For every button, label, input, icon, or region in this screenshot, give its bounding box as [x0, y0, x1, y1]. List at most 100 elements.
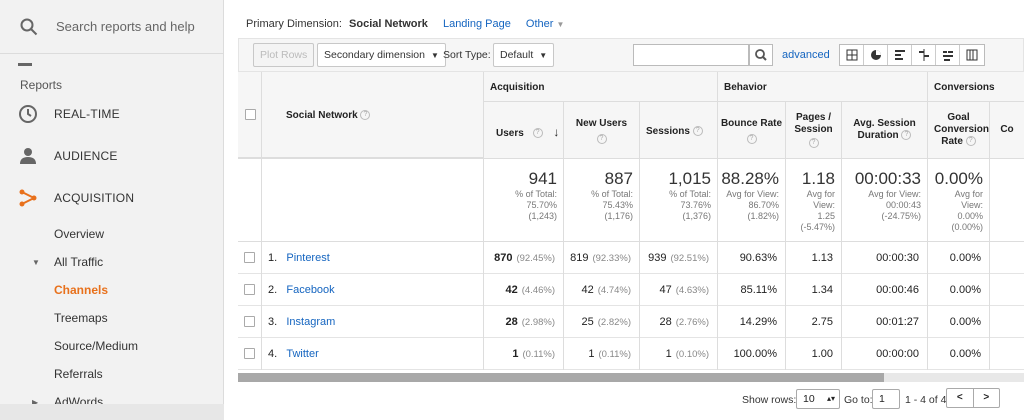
col-users[interactable]: Users ? ↓ [484, 102, 564, 158]
total-pages-value: 1.18 [801, 169, 835, 188]
comparison-view-icon[interactable] [912, 45, 936, 65]
help-icon[interactable]: ? [965, 136, 976, 147]
sub-channels[interactable]: Channels [54, 283, 109, 297]
sub-overview[interactable]: Overview [54, 227, 105, 241]
totals-row: 941% of Total: 75.70% (1,243) 887% of Tota… [238, 158, 1024, 243]
nav-acquisition[interactable]: ACQUISITION [0, 178, 224, 218]
row-pages: 1.00 [786, 338, 842, 370]
table-row: 4. Twitter 1 (0.11%) 1 (0.11%) 1 (0.10%) 10… [238, 338, 1024, 370]
term-cloud-view-icon[interactable] [936, 45, 960, 65]
advanced-filter-link[interactable]: advanced [782, 49, 830, 61]
nav-audience[interactable]: AUDIENCE [0, 136, 224, 176]
reports-section-label: Reports [20, 78, 63, 92]
col-goal-rate[interactable]: Goal Conversion Rate ? [928, 102, 990, 158]
table-toolbar: Plot Rows Secondary dimension ▼ Sort Type… [238, 38, 1024, 72]
row-dimension-link[interactable]: Pinterest [286, 252, 330, 264]
row-goal: 0.00% [928, 274, 990, 306]
row-sessions-value: 47 [659, 284, 672, 296]
help-icon[interactable]: ? [901, 130, 912, 141]
row-checkbox[interactable] [244, 348, 255, 359]
row-sessions-pct: (0.10%) [675, 349, 709, 360]
total-duration-l3: (-24.75%) [881, 211, 921, 221]
help-icon[interactable]: ? [596, 134, 607, 144]
secondary-dimension-dropdown[interactable]: Secondary dimension ▼ [317, 43, 446, 67]
total-goal-l2: View: [961, 200, 983, 210]
prev-page-icon[interactable]: < [947, 389, 974, 407]
row-select-cell [238, 306, 262, 338]
total-bounce-l1: Avg for View: [726, 189, 779, 199]
row-index: 1. [268, 252, 278, 264]
row-checkbox[interactable] [244, 284, 255, 295]
row-dimension-link[interactable]: Facebook [286, 284, 335, 296]
total-pages-l4: (-5.47%) [800, 222, 835, 232]
horizontal-scrollbar-track[interactable] [884, 373, 1024, 382]
nav-acquisition-label: ACQUISITION [54, 191, 135, 205]
sub-source-medium[interactable]: Source/Medium [54, 339, 139, 353]
total-new-users-l1: % of Total: [591, 189, 633, 199]
table-search-input[interactable] [633, 44, 749, 66]
page-range: 1 - 4 of 4 [905, 394, 947, 406]
show-rows-select[interactable]: 10 ▴▾ [796, 389, 840, 409]
sub-all-traffic[interactable]: All Traffic [54, 255, 104, 269]
row-new-users-value: 42 [581, 284, 594, 296]
chevron-down-icon: ▼ [556, 20, 565, 29]
select-all-checkbox[interactable] [245, 109, 256, 120]
row-dimension-link[interactable]: Twitter [286, 348, 319, 360]
help-icon[interactable]: ? [746, 134, 757, 144]
row-checkbox[interactable] [244, 316, 255, 327]
total-duration-value: 00:00:33 [854, 169, 921, 188]
help-icon[interactable]: ? [360, 110, 371, 121]
row-dimension-cell: 3. Instagram [262, 306, 484, 338]
row-goal: 0.00% [928, 242, 990, 274]
table-row: 2. Facebook 42 (4.46%) 42 (4.74%) 47 (4.63%… [238, 274, 1024, 306]
secondary-dimension-label: Secondary dimension [324, 49, 425, 61]
row-checkbox[interactable] [244, 252, 255, 263]
totals-empty-select [238, 159, 262, 243]
expand-caret-down-icon[interactable]: ▼ [32, 258, 40, 267]
col-bounce-rate[interactable]: Bounce Rate? [718, 102, 786, 158]
plot-rows-button[interactable]: Plot Rows [253, 43, 315, 67]
primary-dimension-landing-page[interactable]: Landing Page [442, 18, 511, 30]
performance-view-icon[interactable] [888, 45, 912, 65]
row-bounce: 90.63% [718, 242, 786, 274]
pivot-view-icon[interactable] [960, 45, 984, 65]
col-avg-duration[interactable]: Avg. Session Duration ? [842, 102, 928, 158]
total-goal-l3: 0.00% [957, 211, 983, 221]
total-users: 941% of Total: 75.70% (1,243) [484, 159, 564, 243]
new-users-header-label: New Users [575, 118, 628, 129]
help-icon[interactable]: ? [532, 128, 543, 139]
horizontal-scrollbar-thumb[interactable] [238, 373, 884, 382]
total-sessions-value: 1,015 [668, 169, 711, 188]
help-icon[interactable]: ? [692, 126, 703, 137]
dimension-column-header[interactable]: Social Network ? [286, 110, 371, 121]
row-index: 4. [268, 348, 278, 360]
table-search-button[interactable] [749, 44, 773, 66]
col-pages-session[interactable]: Pages / Session? [786, 102, 842, 158]
nav-realtime[interactable]: REAL-TIME [0, 94, 224, 134]
view-switcher [839, 44, 985, 66]
show-rows-label: Show rows: [742, 394, 797, 406]
goto-input[interactable]: 1 [872, 389, 900, 409]
sidebar-search[interactable]: Search reports and help [0, 0, 224, 54]
row-dimension-link[interactable]: Instagram [286, 316, 336, 328]
primary-dimension-current[interactable]: Social Network [349, 18, 428, 30]
row-bounce: 100.00% [718, 338, 786, 370]
sort-type-dropdown[interactable]: Default ▼ [493, 43, 555, 67]
col-new-users[interactable]: New Users? [564, 102, 640, 158]
help-icon[interactable]: ? [808, 138, 819, 148]
row-new-users: 819 (92.33%) [564, 242, 640, 274]
sub-referrals[interactable]: Referrals [54, 367, 103, 381]
pie-view-icon[interactable] [864, 45, 888, 65]
row-sessions-value: 1 [665, 348, 672, 360]
col-sessions[interactable]: Sessions ? [640, 102, 718, 158]
row-dimension-cell: 2. Facebook [262, 274, 484, 306]
total-sessions-l3: (1,376) [682, 211, 711, 221]
primary-dimension-other[interactable]: Other ▼ [526, 18, 565, 30]
sub-treemaps[interactable]: Treemaps [54, 311, 108, 325]
table-view-icon[interactable] [840, 45, 864, 65]
next-page-icon[interactable]: > [983, 392, 990, 403]
acquisition-icon [19, 189, 37, 207]
expand-caret-right-icon[interactable]: ▶ [32, 398, 39, 407]
col-cut[interactable]: Co [990, 102, 1024, 158]
row-users: 42 (4.46%) [484, 274, 564, 306]
